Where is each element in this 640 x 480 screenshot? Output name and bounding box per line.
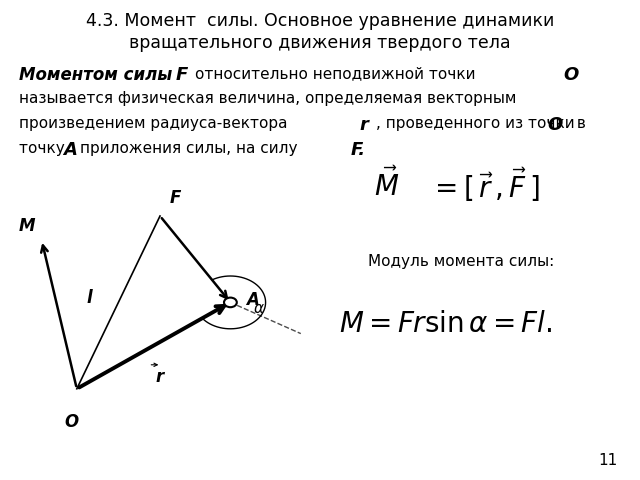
- Text: $= [\,\vec{r}\,,\vec{F}\,]$: $= [\,\vec{r}\,,\vec{F}\,]$: [429, 166, 540, 204]
- Text: r: r: [156, 368, 164, 386]
- Text: Модуль момента силы:: Модуль момента силы:: [368, 254, 554, 269]
- Text: 11: 11: [598, 453, 618, 468]
- Circle shape: [224, 298, 237, 307]
- Text: F: F: [170, 189, 181, 207]
- Text: произведением радиуса-вектора: произведением радиуса-вектора: [19, 116, 292, 131]
- Text: M: M: [19, 217, 35, 235]
- Text: $\alpha$: $\alpha$: [253, 301, 264, 316]
- Text: О: О: [548, 116, 563, 134]
- Text: называется физическая величина, определяемая векторным: называется физическая величина, определя…: [19, 91, 516, 106]
- Text: l: l: [87, 288, 92, 307]
- Text: $\vec{M}$: $\vec{M}$: [374, 168, 399, 202]
- Text: A: A: [246, 291, 259, 309]
- Text: F: F: [176, 66, 188, 84]
- Text: O: O: [65, 413, 79, 431]
- Text: 4.3. Момент  силы. Основное уравнение динамики: 4.3. Момент силы. Основное уравнение дин…: [86, 12, 554, 30]
- Text: r: r: [360, 116, 369, 134]
- Text: О: О: [563, 66, 579, 84]
- Text: F.: F.: [351, 141, 366, 159]
- Text: А: А: [63, 141, 77, 159]
- Text: точку: точку: [19, 141, 70, 156]
- Text: , проведенного из точки: , проведенного из точки: [376, 116, 575, 131]
- Text: Моментом силы: Моментом силы: [19, 66, 178, 84]
- Text: относительно неподвижной точки: относительно неподвижной точки: [195, 66, 476, 81]
- Text: приложения силы, на силу: приложения силы, на силу: [80, 141, 302, 156]
- Text: вращательного движения твердого тела: вращательного движения твердого тела: [129, 34, 511, 51]
- Text: в: в: [572, 116, 586, 131]
- Text: $M = Fr\sin\alpha = Fl.$: $M = Fr\sin\alpha = Fl.$: [339, 310, 553, 338]
